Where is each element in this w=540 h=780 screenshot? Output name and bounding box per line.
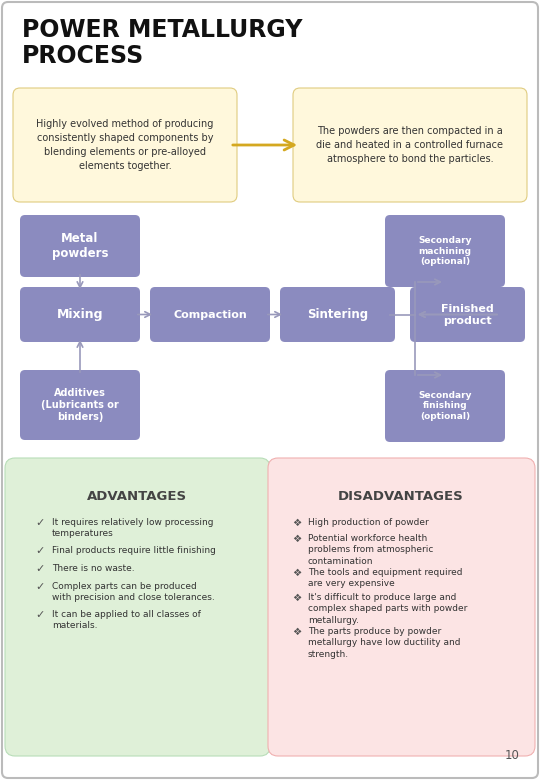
Text: 10: 10 (505, 749, 520, 762)
Text: It can be applied to all classes of
materials.: It can be applied to all classes of mate… (52, 610, 201, 630)
Text: The tools and equipment required
are very expensive: The tools and equipment required are ver… (308, 568, 462, 588)
Text: There is no waste.: There is no waste. (52, 564, 134, 573)
Text: ❖: ❖ (292, 534, 301, 544)
FancyBboxPatch shape (20, 287, 140, 342)
Text: High production of powder: High production of powder (308, 518, 429, 527)
Text: ✓: ✓ (35, 518, 44, 528)
Text: Finished
product: Finished product (441, 303, 494, 325)
Text: DISADVANTAGES: DISADVANTAGES (338, 490, 464, 503)
FancyBboxPatch shape (385, 215, 505, 287)
Text: POWER METALLURGY
PROCESS: POWER METALLURGY PROCESS (22, 18, 302, 68)
Text: The powders are then compacted in a
die and heated in a controlled furnace
atmos: The powders are then compacted in a die … (316, 126, 503, 164)
Text: ❖: ❖ (292, 593, 301, 603)
FancyBboxPatch shape (5, 458, 270, 756)
Text: ❖: ❖ (292, 518, 301, 528)
Text: Final products require little finishing: Final products require little finishing (52, 546, 216, 555)
Text: ❖: ❖ (292, 627, 301, 637)
Text: Metal
powders: Metal powders (52, 232, 108, 261)
FancyBboxPatch shape (280, 287, 395, 342)
Text: The parts produce by powder
metallurgy have low ductility and
strength.: The parts produce by powder metallurgy h… (308, 627, 461, 659)
FancyBboxPatch shape (410, 287, 525, 342)
FancyBboxPatch shape (20, 370, 140, 440)
Text: Secondary
finishing
(optional): Secondary finishing (optional) (418, 391, 472, 421)
FancyBboxPatch shape (385, 370, 505, 442)
FancyBboxPatch shape (13, 88, 237, 202)
Text: Potential workforce health
problems from atmospheric
contamination: Potential workforce health problems from… (308, 534, 434, 566)
Text: ✓: ✓ (35, 582, 44, 592)
Text: ✓: ✓ (35, 610, 44, 620)
Text: ✓: ✓ (35, 564, 44, 574)
Text: Sintering: Sintering (307, 308, 368, 321)
Text: Complex parts can be produced
with precision and close tolerances.: Complex parts can be produced with preci… (52, 582, 215, 602)
Text: Highly evolved method of producing
consistently shaped components by
blending el: Highly evolved method of producing consi… (36, 119, 214, 171)
Text: It's difficult to produce large and
complex shaped parts with powder
metallurgy.: It's difficult to produce large and comp… (308, 593, 468, 625)
Text: Additives
(Lubricants or
binders): Additives (Lubricants or binders) (41, 388, 119, 422)
FancyBboxPatch shape (293, 88, 527, 202)
Text: Secondary
machining
(optional): Secondary machining (optional) (418, 236, 472, 266)
FancyBboxPatch shape (150, 287, 270, 342)
Text: ❖: ❖ (292, 568, 301, 578)
FancyBboxPatch shape (20, 215, 140, 277)
FancyBboxPatch shape (268, 458, 535, 756)
Text: ADVANTAGES: ADVANTAGES (87, 490, 187, 503)
Text: ✓: ✓ (35, 546, 44, 556)
Text: Compaction: Compaction (173, 310, 247, 320)
Text: It requires relatively low processing
temperatures: It requires relatively low processing te… (52, 518, 213, 538)
Text: Mixing: Mixing (57, 308, 103, 321)
